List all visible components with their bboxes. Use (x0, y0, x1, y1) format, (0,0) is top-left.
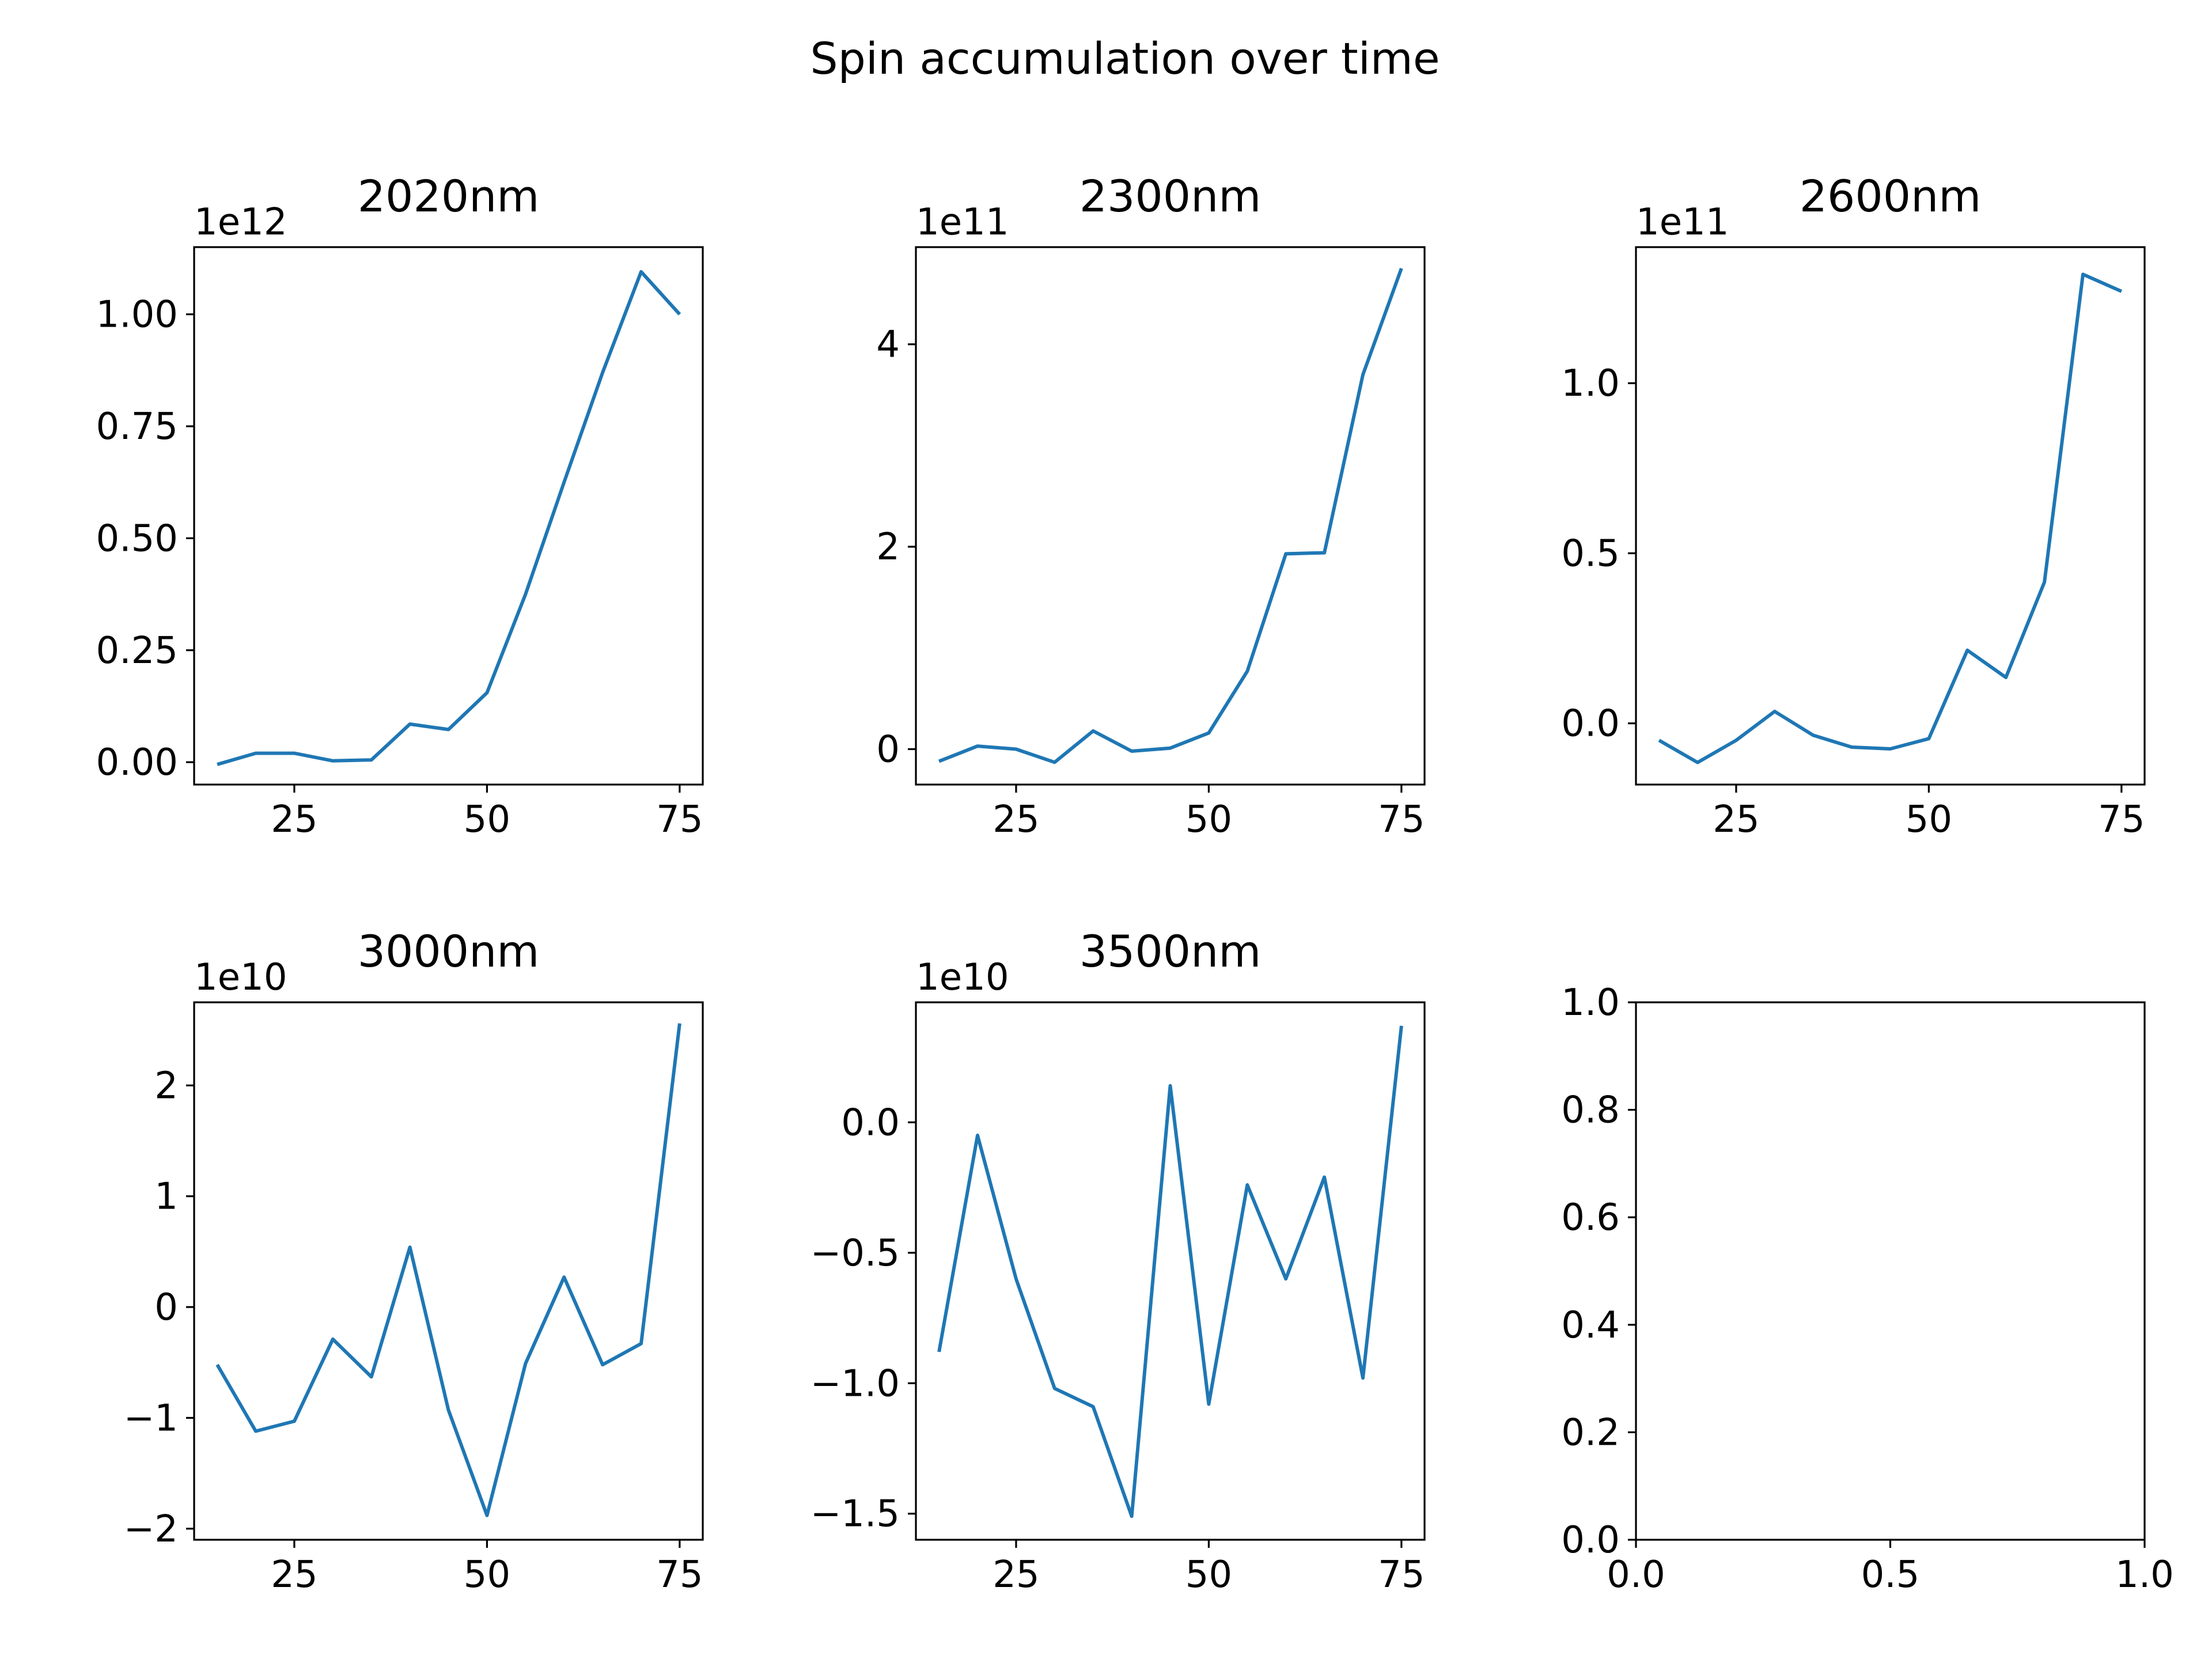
x-tick-label: 75 (656, 1554, 703, 1596)
x-tick-label: 75 (1378, 798, 1425, 841)
subplot-title: 3000nm (358, 926, 540, 977)
axis-offset-label: 1e10 (916, 956, 1009, 999)
y-tick-label: 0.4 (1561, 1304, 1620, 1347)
y-tick-label: 0.00 (96, 741, 179, 784)
axis-offset-label: 1e10 (194, 956, 287, 999)
x-tick-label: 25 (993, 1554, 1039, 1596)
y-tick-label: −1.5 (810, 1493, 900, 1536)
y-tick-label: −2 (124, 1508, 178, 1551)
series-line (938, 267, 1403, 764)
y-tick-label: 0.5 (1561, 532, 1620, 575)
y-tick-label: 0.0 (841, 1101, 900, 1144)
y-tick-label: −1 (124, 1397, 178, 1440)
x-tick-label: 0.0 (1607, 1554, 1665, 1596)
x-tick-label: 0.5 (1861, 1554, 1920, 1596)
series-line (937, 1025, 1403, 1518)
subplot-title: 2600nm (1800, 171, 1982, 222)
axis-offset-label: 1e12 (194, 201, 287, 244)
x-tick-label: 75 (656, 798, 703, 841)
subplot-4: 25 50 75 −2 −1 0 1 2 1e10 3000nm (124, 926, 704, 1596)
x-tick-label: 25 (271, 798, 317, 841)
y-tick-label: 2 (876, 526, 900, 569)
subplot-2: 25 50 75 0 2 4 1e11 2300nm (876, 171, 1426, 841)
y-tick-label: 0 (876, 729, 900, 771)
x-tick-label: 25 (1713, 798, 1759, 841)
y-tick-label: 2 (154, 1065, 178, 1107)
y-tick-label: 0.0 (1561, 1519, 1620, 1562)
x-tick-label: 75 (2098, 798, 2145, 841)
subplot-6: 0.0 0.5 1.0 0.0 0.2 0.4 0.6 0.8 1.0 (1561, 982, 2174, 1596)
subplot-1: 25 50 75 0.00 0.25 0.50 0.75 1.00 1e12 2020nm (96, 171, 704, 841)
y-tick-label: 0.0 (1561, 703, 1620, 745)
subplot-title: 3500nm (1080, 926, 1262, 977)
y-tick-label: 0.50 (96, 517, 179, 560)
y-tick-label: −1.0 (810, 1362, 900, 1405)
axes-frame (1635, 246, 2146, 786)
x-tick-label: 50 (1185, 1554, 1232, 1596)
axes-frame (915, 1001, 1426, 1541)
subplot-title: 2020nm (358, 171, 540, 222)
axes-frame (915, 246, 1426, 786)
y-tick-label: 0 (154, 1286, 178, 1329)
y-tick-label: 0.6 (1561, 1196, 1620, 1239)
x-tick-label: 50 (1906, 798, 1952, 841)
y-tick-label: 0.25 (96, 630, 179, 672)
series-line (217, 270, 681, 766)
axes-frame (193, 246, 704, 786)
x-tick-label: 50 (464, 798, 510, 841)
subplot-5: 25 50 75 −1.5 −1.0 −0.5 0.0 1e10 3500nm (810, 926, 1426, 1596)
y-tick-label: 4 (876, 324, 900, 366)
series-line (1658, 272, 2123, 764)
x-tick-label: 25 (271, 1554, 317, 1596)
y-tick-label: 1.00 (96, 294, 179, 336)
series-line (215, 1023, 681, 1517)
axis-offset-label: 1e11 (916, 201, 1009, 244)
x-tick-label: 1.0 (2115, 1554, 2174, 1596)
y-tick-label: 0.2 (1561, 1411, 1620, 1454)
axes-frame (193, 1001, 704, 1541)
y-tick-label: 0.8 (1561, 1089, 1620, 1132)
figure-suptitle: Spin accumulation over time (810, 33, 1440, 84)
subplot-title: 2300nm (1080, 171, 1262, 222)
y-tick-label: 1 (154, 1176, 178, 1218)
y-tick-label: 1.0 (1561, 982, 1620, 1024)
x-tick-label: 50 (464, 1554, 510, 1596)
x-tick-label: 50 (1185, 798, 1232, 841)
y-tick-label: 0.75 (96, 406, 179, 448)
y-tick-label: −0.5 (810, 1232, 900, 1275)
x-tick-label: 75 (1378, 1554, 1425, 1596)
subplot-3: 25 50 75 0.0 0.5 1.0 1e11 2600nm (1561, 171, 2146, 841)
y-tick-label: 1.0 (1561, 362, 1620, 405)
axis-offset-label: 1e11 (1636, 201, 1729, 244)
x-tick-label: 25 (993, 798, 1039, 841)
